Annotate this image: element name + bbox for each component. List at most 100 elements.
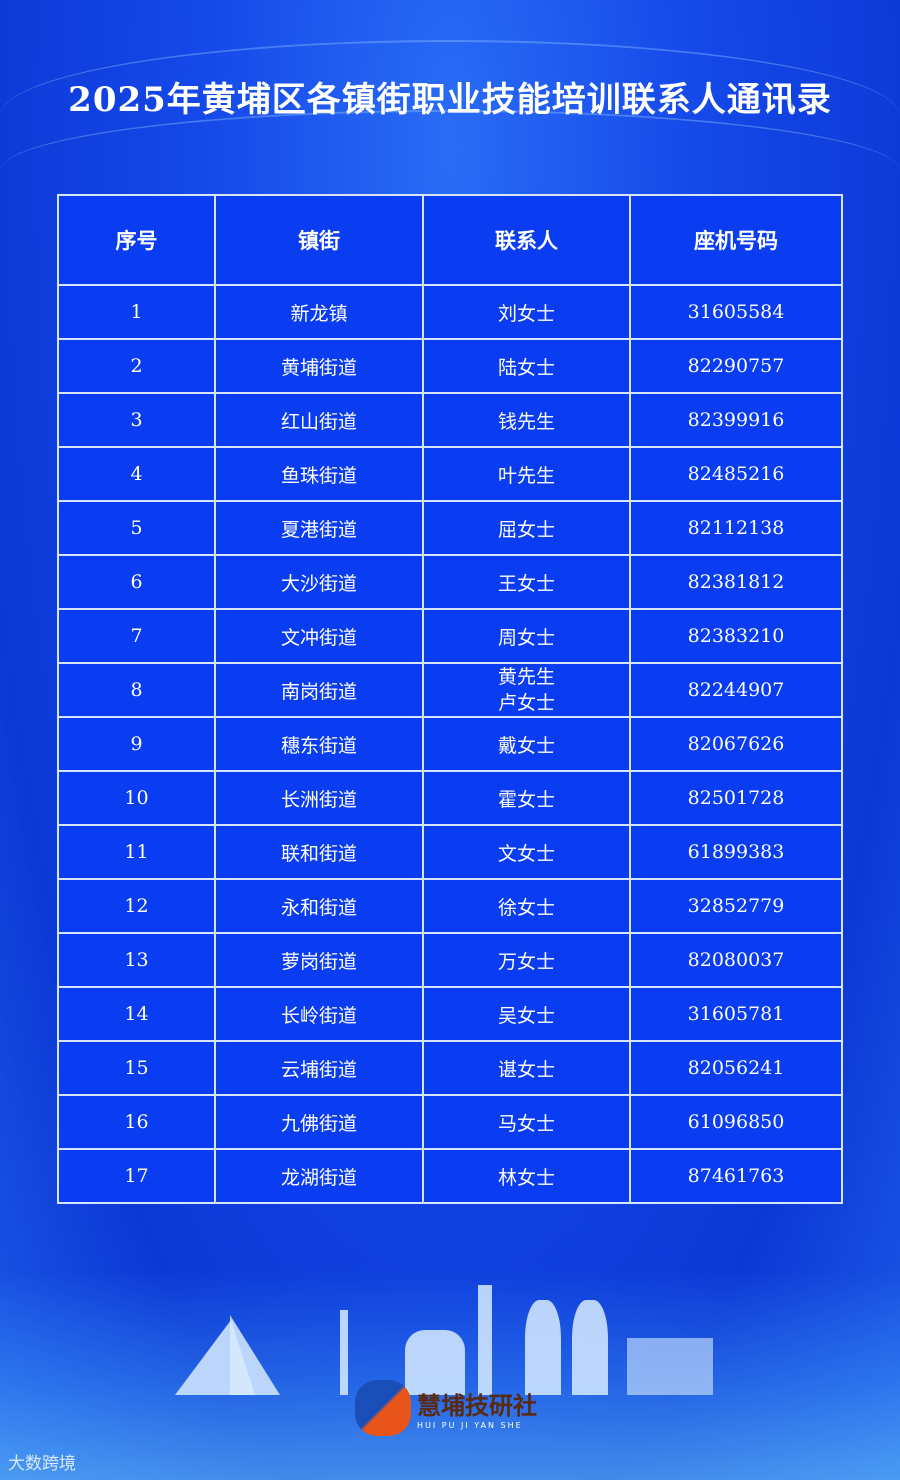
- cell-no: 14: [57, 986, 216, 1042]
- table-row: 15 云埔街道 谌女士 82056241: [57, 1040, 843, 1096]
- cell-contact: 徐女士: [422, 878, 631, 934]
- cell-no: 6: [57, 554, 216, 610]
- statue-icon: [478, 1285, 492, 1395]
- table-row: 9 穗东街道 戴女士 82067626: [57, 716, 843, 772]
- header-phone: 座机号码: [629, 194, 843, 286]
- cell-town: 长岭街道: [214, 986, 424, 1042]
- contact-name: 徐女士: [497, 896, 555, 919]
- contact-table: 序号 镇街 联系人 座机号码 1 新龙镇 刘女士 31605584 2 黄埔街道 …: [57, 194, 843, 1204]
- cell-town: 红山街道: [214, 392, 424, 448]
- cell-no: 8: [57, 662, 216, 718]
- cell-contact: 马女士: [422, 1094, 631, 1150]
- cell-no: 7: [57, 608, 216, 664]
- cell-town: 长洲街道: [214, 770, 424, 826]
- cell-no: 13: [57, 932, 216, 988]
- cell-no: 10: [57, 770, 216, 826]
- cell-phone: 31605781: [629, 986, 843, 1042]
- cell-town: 穗东街道: [214, 716, 424, 772]
- table-row: 16 九佛街道 马女士 61096850: [57, 1094, 843, 1150]
- contact-name: 陆女士: [497, 356, 555, 379]
- archway-icon: [627, 1338, 713, 1395]
- contact-name: 王女士: [497, 572, 555, 595]
- table-row: 8 南岗街道 黄先生 卢女士 82244907: [57, 662, 843, 718]
- header-no: 序号: [57, 194, 216, 286]
- table-row: 10 长洲街道 霍女士 82501728: [57, 770, 843, 826]
- table-header-row: 序号 镇街 联系人 座机号码: [57, 194, 843, 286]
- cell-contact: 王女士: [422, 554, 631, 610]
- building-icon: [572, 1300, 608, 1395]
- cell-phone: 82244907: [629, 662, 843, 718]
- table-row: 3 红山街道 钱先生 82399916: [57, 392, 843, 448]
- decorative-swoosh: [0, 110, 900, 232]
- contact-name: 谌女士: [497, 1058, 555, 1081]
- cell-contact: 林女士: [422, 1148, 631, 1204]
- monument-icon: [230, 1315, 280, 1395]
- cell-phone: 82067626: [629, 716, 843, 772]
- cell-phone: 82399916: [629, 392, 843, 448]
- cell-no: 2: [57, 338, 216, 394]
- cell-no: 17: [57, 1148, 216, 1204]
- cell-contact: 万女士: [422, 932, 631, 988]
- cell-town: 永和街道: [214, 878, 424, 934]
- gate-icon: [405, 1330, 465, 1395]
- cell-contact: 屈女士: [422, 500, 631, 556]
- cell-town: 云埔街道: [214, 1040, 424, 1096]
- contact-name: 周女士: [497, 626, 555, 649]
- cell-no: 11: [57, 824, 216, 880]
- table-row: 4 鱼珠街道 叶先生 82485216: [57, 446, 843, 502]
- cell-phone: 82080037: [629, 932, 843, 988]
- city-skyline-banner: [0, 1270, 900, 1480]
- table-row: 5 夏港街道 屈女士 82112138: [57, 500, 843, 556]
- cell-phone: 82485216: [629, 446, 843, 502]
- cell-contact: 周女士: [422, 608, 631, 664]
- page-title: 2025年黄埔区各镇街职业技能培训联系人通讯录: [68, 80, 832, 120]
- cell-contact: 戴女士: [422, 716, 631, 772]
- decorative-swoosh: [0, 40, 900, 192]
- cell-phone: 61096850: [629, 1094, 843, 1150]
- contact-name: 钱先生: [497, 410, 555, 433]
- contact-name: 万女士: [497, 950, 555, 973]
- watermark: 大数跨境: [8, 1454, 76, 1474]
- cell-phone: 82383210: [629, 608, 843, 664]
- cell-contact: 吴女士: [422, 986, 631, 1042]
- cell-no: 4: [57, 446, 216, 502]
- contact-name: 吴女士: [497, 1004, 555, 1027]
- cell-phone: 82056241: [629, 1040, 843, 1096]
- cell-contact: 陆女士: [422, 338, 631, 394]
- cell-contact: 霍女士: [422, 770, 631, 826]
- contact-name: 卢女士: [497, 692, 555, 714]
- contact-name: 刘女士: [497, 302, 555, 325]
- cell-town: 鱼珠街道: [214, 446, 424, 502]
- contact-name: 戴女士: [497, 734, 555, 757]
- contact-name: 黄先生: [497, 666, 555, 688]
- contact-name: 屈女士: [497, 518, 555, 541]
- cell-no: 5: [57, 500, 216, 556]
- cell-town: 大沙街道: [214, 554, 424, 610]
- cell-phone: 82381812: [629, 554, 843, 610]
- cell-phone: 61899383: [629, 824, 843, 880]
- cell-no: 1: [57, 284, 216, 340]
- cell-town: 黄埔街道: [214, 338, 424, 394]
- cell-town: 联和街道: [214, 824, 424, 880]
- table-row: 12 永和街道 徐女士 32852779: [57, 878, 843, 934]
- header-town: 镇街: [214, 194, 424, 286]
- building-icon: [525, 1300, 561, 1395]
- cell-contact: 文女士: [422, 824, 631, 880]
- table-row: 2 黄埔街道 陆女士 82290757: [57, 338, 843, 394]
- logo-pinyin: HUI PU JI YAN SHE: [417, 1421, 523, 1430]
- table-row: 14 长岭街道 吴女士 31605781: [57, 986, 843, 1042]
- contact-name: 马女士: [497, 1112, 555, 1135]
- cell-no: 9: [57, 716, 216, 772]
- cell-town: 萝岗街道: [214, 932, 424, 988]
- header-contact: 联系人: [422, 194, 631, 286]
- logo-name: 慧埔技研社: [417, 1392, 537, 1420]
- cell-phone: 82112138: [629, 500, 843, 556]
- logo: 慧埔技研社 HUI PU JI YAN SHE: [355, 1380, 537, 1436]
- cell-town: 龙湖街道: [214, 1148, 424, 1204]
- cell-town: 夏港街道: [214, 500, 424, 556]
- cell-phone: 82290757: [629, 338, 843, 394]
- cell-phone: 82501728: [629, 770, 843, 826]
- cell-contact: 黄先生 卢女士: [422, 662, 631, 718]
- cell-contact: 钱先生: [422, 392, 631, 448]
- cell-town: 文冲街道: [214, 608, 424, 664]
